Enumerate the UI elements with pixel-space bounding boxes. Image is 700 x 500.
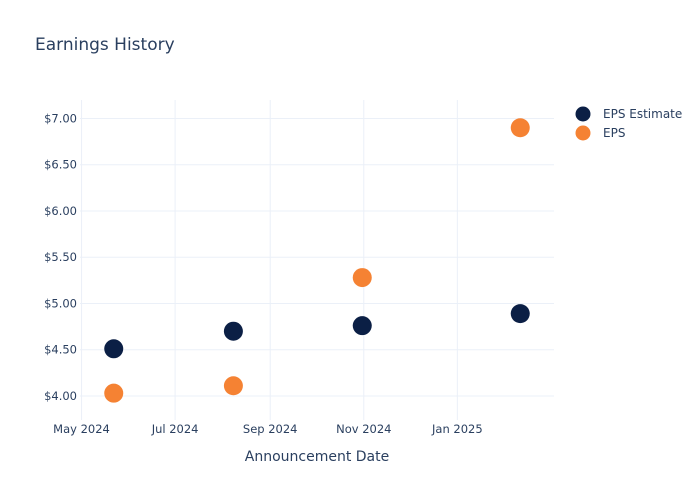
x-tick-label: Sep 2024	[243, 422, 298, 436]
x-axis-ticks: May 2024 Jul 2024 Sep 2024 Nov 2024 Jan 2025	[53, 422, 483, 436]
eps-point[interactable]	[104, 383, 124, 403]
x-tick-label: Jul 2024	[151, 422, 199, 436]
grid	[80, 100, 554, 420]
x-tick-label: May 2024	[53, 422, 110, 436]
y-tick-label: $5.50	[44, 250, 77, 264]
chart-title: Earnings History	[35, 35, 175, 55]
eps-estimate-point[interactable]	[223, 321, 243, 341]
eps-point[interactable]	[510, 118, 530, 138]
y-tick-label: $5.00	[44, 296, 77, 310]
y-tick-label: $6.00	[44, 204, 77, 218]
eps-estimate-point[interactable]	[104, 339, 124, 359]
data-points	[104, 118, 530, 403]
x-tick-label: Jan 2025	[431, 422, 483, 436]
y-tick-label: $6.50	[44, 158, 77, 172]
legend-marker-eps	[575, 125, 591, 141]
x-axis-title: Announcement Date	[245, 449, 389, 465]
y-tick-label: $4.50	[44, 343, 77, 357]
y-tick-label: $4.00	[44, 389, 77, 403]
eps-estimate-point[interactable]	[510, 304, 530, 324]
eps-estimate-point[interactable]	[352, 316, 372, 336]
y-tick-label: $7.00	[44, 111, 77, 125]
legend-marker-eps-estimate	[575, 106, 591, 122]
legend-label-eps-estimate[interactable]: EPS Estimate	[603, 107, 682, 121]
eps-point[interactable]	[223, 376, 243, 396]
legend: EPS Estimate EPS	[575, 106, 682, 141]
legend-label-eps[interactable]: EPS	[603, 126, 625, 140]
x-tick-label: Nov 2024	[336, 422, 391, 436]
eps-point[interactable]	[352, 268, 372, 288]
y-axis-ticks: $4.00 $4.50 $5.00 $5.50 $6.00 $6.50 $7.00	[44, 111, 77, 402]
